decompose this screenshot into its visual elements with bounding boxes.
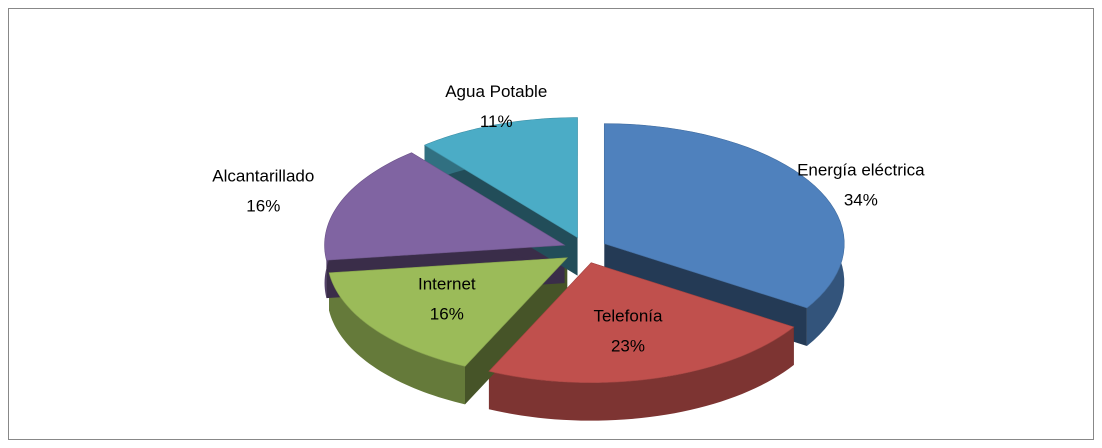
slice-side: [329, 272, 466, 405]
slice-label: Telefonía: [593, 306, 663, 325]
slice-label: Energía eléctrica: [797, 160, 925, 179]
slice-value-label: 16%: [430, 305, 464, 324]
slice-value-label: 16%: [246, 197, 280, 216]
slice: [423, 117, 578, 239]
slice-value-label: 11%: [480, 112, 513, 131]
slice-tops: [324, 117, 845, 383]
slice-value-label: 23%: [611, 336, 645, 355]
slice-value-label: 34%: [844, 190, 878, 209]
slice-label: Internet: [418, 275, 476, 294]
slice-label: Agua Potable: [445, 82, 547, 101]
slice-side: [488, 326, 794, 421]
slice: [324, 152, 566, 261]
slice: [488, 262, 795, 383]
slice: [328, 257, 568, 367]
slice-label: Alcantarillado: [212, 167, 314, 186]
slice: [603, 123, 845, 309]
